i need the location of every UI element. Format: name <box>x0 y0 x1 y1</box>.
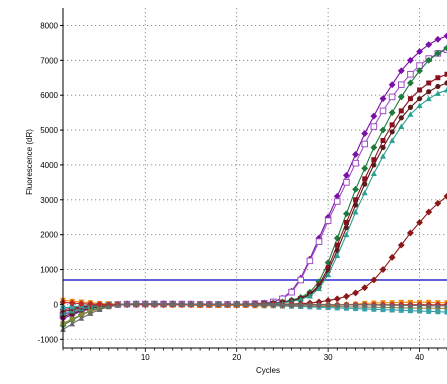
data-point <box>371 113 377 119</box>
y-tick-label: 0 <box>54 300 59 309</box>
series-line <box>63 196 447 309</box>
x-tick-label: 30 <box>324 353 333 362</box>
series-layer <box>60 33 447 332</box>
data-point <box>399 115 404 120</box>
data-point <box>70 317 75 322</box>
data-point <box>417 309 422 314</box>
grid <box>63 8 447 348</box>
data-point <box>426 309 431 314</box>
y-tick-label: 7000 <box>40 56 58 65</box>
x-tick-label: 10 <box>141 353 150 362</box>
data-point <box>408 96 413 101</box>
x-axis-title: Cycles <box>256 366 280 375</box>
data-point <box>343 293 349 299</box>
data-point <box>353 186 359 192</box>
data-point <box>353 151 359 157</box>
data-point <box>353 202 358 207</box>
data-point <box>435 84 440 89</box>
y-tick-label: 1000 <box>40 266 58 275</box>
data-point <box>435 309 440 314</box>
data-point <box>399 108 404 113</box>
data-point <box>390 307 395 312</box>
data-point <box>362 141 368 147</box>
data-point <box>408 308 413 313</box>
y-tick-label: 8000 <box>40 21 58 30</box>
data-point <box>362 182 367 187</box>
data-point <box>334 199 340 205</box>
data-point <box>417 87 422 92</box>
y-tick-label: 2000 <box>40 231 58 240</box>
data-point <box>298 277 304 283</box>
series-3 <box>60 45 447 328</box>
data-point <box>353 160 359 166</box>
data-point <box>389 94 395 100</box>
data-point <box>399 308 404 313</box>
data-point <box>289 289 295 295</box>
y-axis-title: Fluorescence (dR) <box>25 129 34 195</box>
series-12 <box>60 301 447 332</box>
data-point <box>316 239 322 245</box>
data-point <box>381 138 386 143</box>
y-tick-label: 4000 <box>40 161 58 170</box>
data-point <box>426 89 431 94</box>
data-point <box>398 82 404 88</box>
series-1 <box>60 33 447 321</box>
series-5 <box>60 80 447 319</box>
data-point <box>371 144 377 150</box>
data-point <box>353 290 359 296</box>
series-7 <box>60 193 447 312</box>
data-point <box>380 108 386 114</box>
data-point <box>380 127 386 133</box>
data-point <box>389 110 395 116</box>
x-tick-label: 40 <box>415 353 424 362</box>
data-point <box>371 124 377 130</box>
data-point <box>334 296 340 302</box>
data-point <box>408 71 414 77</box>
data-point <box>426 80 431 85</box>
data-point <box>380 96 386 102</box>
data-point <box>371 162 376 167</box>
data-point <box>362 190 368 195</box>
data-point <box>417 96 422 101</box>
series-line <box>63 74 447 311</box>
data-point <box>408 105 413 110</box>
data-point <box>344 180 350 186</box>
data-point <box>325 218 331 224</box>
series-6 <box>60 87 447 316</box>
data-point <box>389 138 395 143</box>
data-point <box>362 131 368 137</box>
data-point <box>389 82 395 88</box>
series-4 <box>61 72 447 314</box>
data-point <box>426 96 432 101</box>
data-point <box>390 122 395 127</box>
y-tick-label: 5000 <box>40 126 58 135</box>
data-point <box>307 258 313 264</box>
y-tick-label: 6000 <box>40 91 58 100</box>
data-point <box>435 36 441 42</box>
data-point <box>435 75 440 80</box>
y-tick-label: -1000 <box>38 335 59 344</box>
data-point <box>371 171 377 176</box>
data-point <box>380 145 385 150</box>
series-line <box>63 36 447 318</box>
series-2 <box>60 47 447 318</box>
y-tick-label: 3000 <box>40 196 58 205</box>
data-point <box>390 129 395 134</box>
data-point <box>362 165 368 171</box>
data-point <box>380 153 386 158</box>
x-tick-label: 20 <box>232 353 241 362</box>
